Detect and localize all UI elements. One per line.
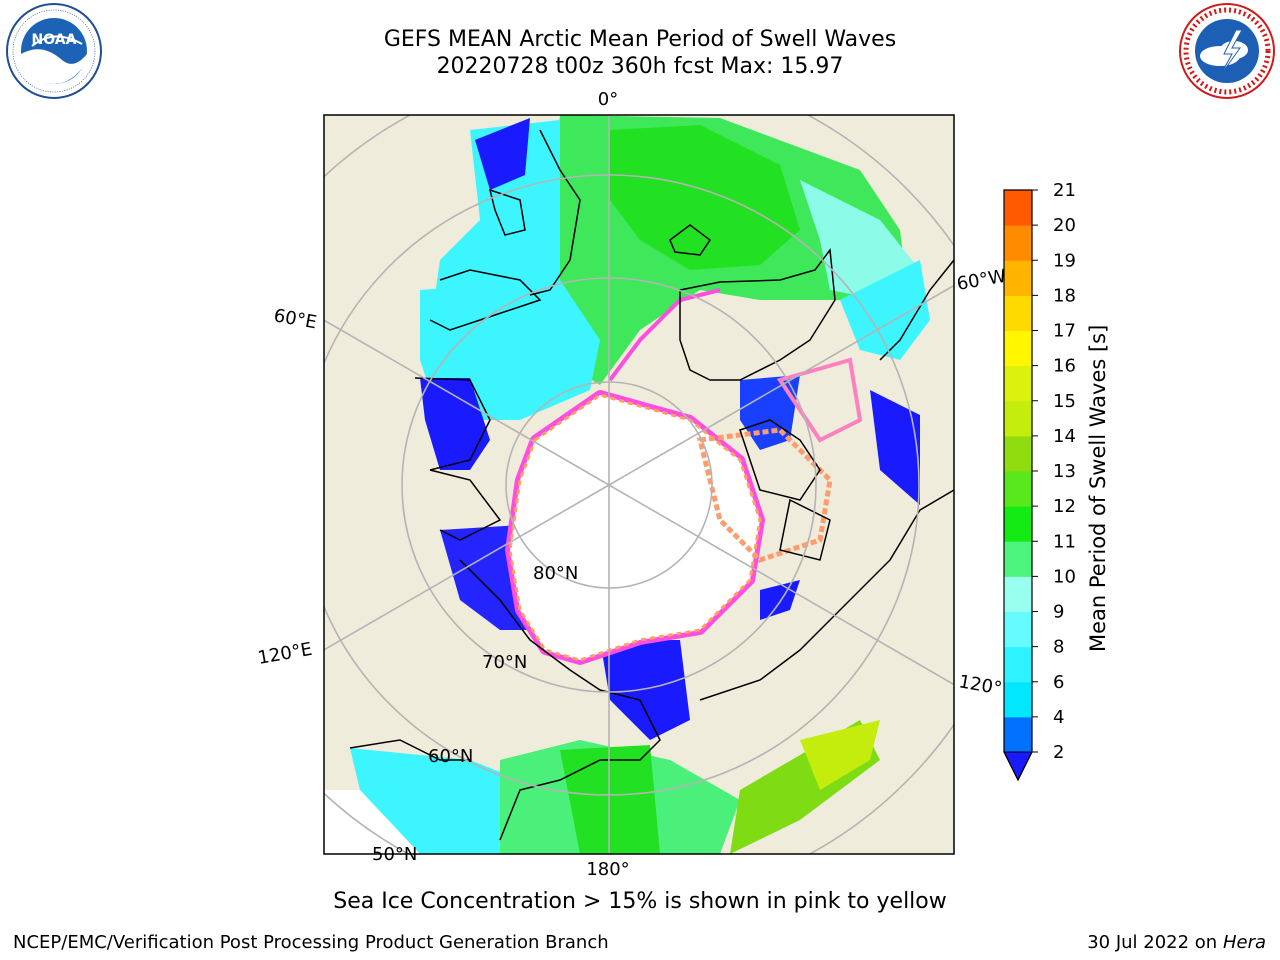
- colorbar-swatch: [1004, 260, 1032, 296]
- colorbar-label: Mean Period of Swell Waves [s]: [1086, 324, 1110, 652]
- colorbar-tick-label: 2: [1053, 742, 1064, 763]
- lon-label-60e: 60°E: [272, 305, 318, 333]
- footer-credit: NCEP/EMC/Verification Post Processing Pr…: [13, 932, 609, 953]
- colorbar-swatch: [1004, 681, 1032, 718]
- colorbar-swatch: [1004, 506, 1032, 542]
- graticule: [324, 115, 954, 854]
- chart-title: GEFS MEAN Arctic Mean Period of Swell Wa…: [0, 26, 1280, 80]
- colorbar-swatch: [1004, 295, 1032, 331]
- colorbar-swatch: [1004, 330, 1032, 367]
- sea-ice: [505, 288, 863, 665]
- lat-label-80n: 80°N: [533, 563, 578, 584]
- colorbar-tick-label: 9: [1053, 602, 1064, 623]
- noaa-logo-text: NOAA: [32, 32, 77, 48]
- colorbar: 2 4 6 8 9 10 11 12 13 14 15 16 17 18 19 20 21: [1003, 180, 1076, 782]
- colorbar-swatch: [1004, 576, 1032, 612]
- footer-date-text: 30 Jul 2022 on: [1087, 932, 1223, 953]
- colorbar-swatch: [1004, 225, 1032, 261]
- lat-label-70n: 70°N: [482, 652, 527, 673]
- footer-host: Hera: [1222, 932, 1266, 953]
- nws-logo: [1179, 3, 1275, 99]
- map-frame: [323, 114, 955, 855]
- lat-label-60n: 60°N: [428, 746, 473, 767]
- lon-label-120e: 120°E: [256, 639, 314, 669]
- colorbar-tick-label: 19: [1053, 250, 1076, 271]
- colorbar-tick-label: 21: [1053, 180, 1076, 201]
- colorbar-tick-label: 4: [1053, 707, 1064, 728]
- colorbar-swatch: [1004, 716, 1032, 753]
- colorbar-swatch: [1004, 400, 1032, 437]
- colorbar-tick-label: 15: [1053, 391, 1076, 412]
- lon-label-0: 0°: [598, 89, 618, 110]
- colorbar-tick-label: 12: [1053, 496, 1076, 517]
- sea-ice-caption: Sea Ice Concentration > 15% is shown in …: [333, 889, 947, 914]
- colorbar-swatch: [1004, 435, 1032, 472]
- colorbar-tick-label: 10: [1053, 566, 1076, 587]
- noaa-logo: NOAA: [6, 3, 102, 99]
- colorbar-tick-label: 13: [1053, 461, 1076, 482]
- map-area: [324, 115, 954, 854]
- colorbar-tick-label: 17: [1053, 321, 1076, 342]
- colorbar-swatch: [1004, 646, 1032, 683]
- lat-label-50n: 50°N: [372, 844, 417, 865]
- colorbar-tick-label: 11: [1053, 531, 1076, 552]
- colorbar-swatch: [1004, 611, 1032, 648]
- colorbar-swatch: [1004, 541, 1032, 577]
- title-line-1: GEFS MEAN Arctic Mean Period of Swell Wa…: [383, 27, 897, 52]
- colorbar-extend-arrow: [1003, 751, 1033, 782]
- colorbar-tick-label: 14: [1053, 426, 1076, 447]
- colorbar-swatch: [1004, 190, 1032, 226]
- lon-label-60w: 60°W: [955, 266, 1008, 295]
- colorbar-tick-label: 6: [1053, 672, 1064, 693]
- colorbar-tick-label: 18: [1053, 285, 1076, 306]
- colorbar-frame: [1003, 189, 1033, 782]
- colorbar-tick-label: 16: [1053, 356, 1076, 377]
- coastlines: [349, 129, 954, 841]
- footer-date: 30 Jul 2022 on Hera: [1087, 932, 1266, 953]
- lon-label-180: 180°: [586, 859, 629, 880]
- colorbar-tick-label: 8: [1053, 637, 1064, 658]
- colorbar-swatch: [1004, 365, 1032, 402]
- colorbar-swatch: [1004, 471, 1032, 507]
- colorbar-tick-label: 20: [1053, 215, 1076, 236]
- title-line-2: 20220728 t00z 360h fcst Max: 15.97: [436, 54, 844, 79]
